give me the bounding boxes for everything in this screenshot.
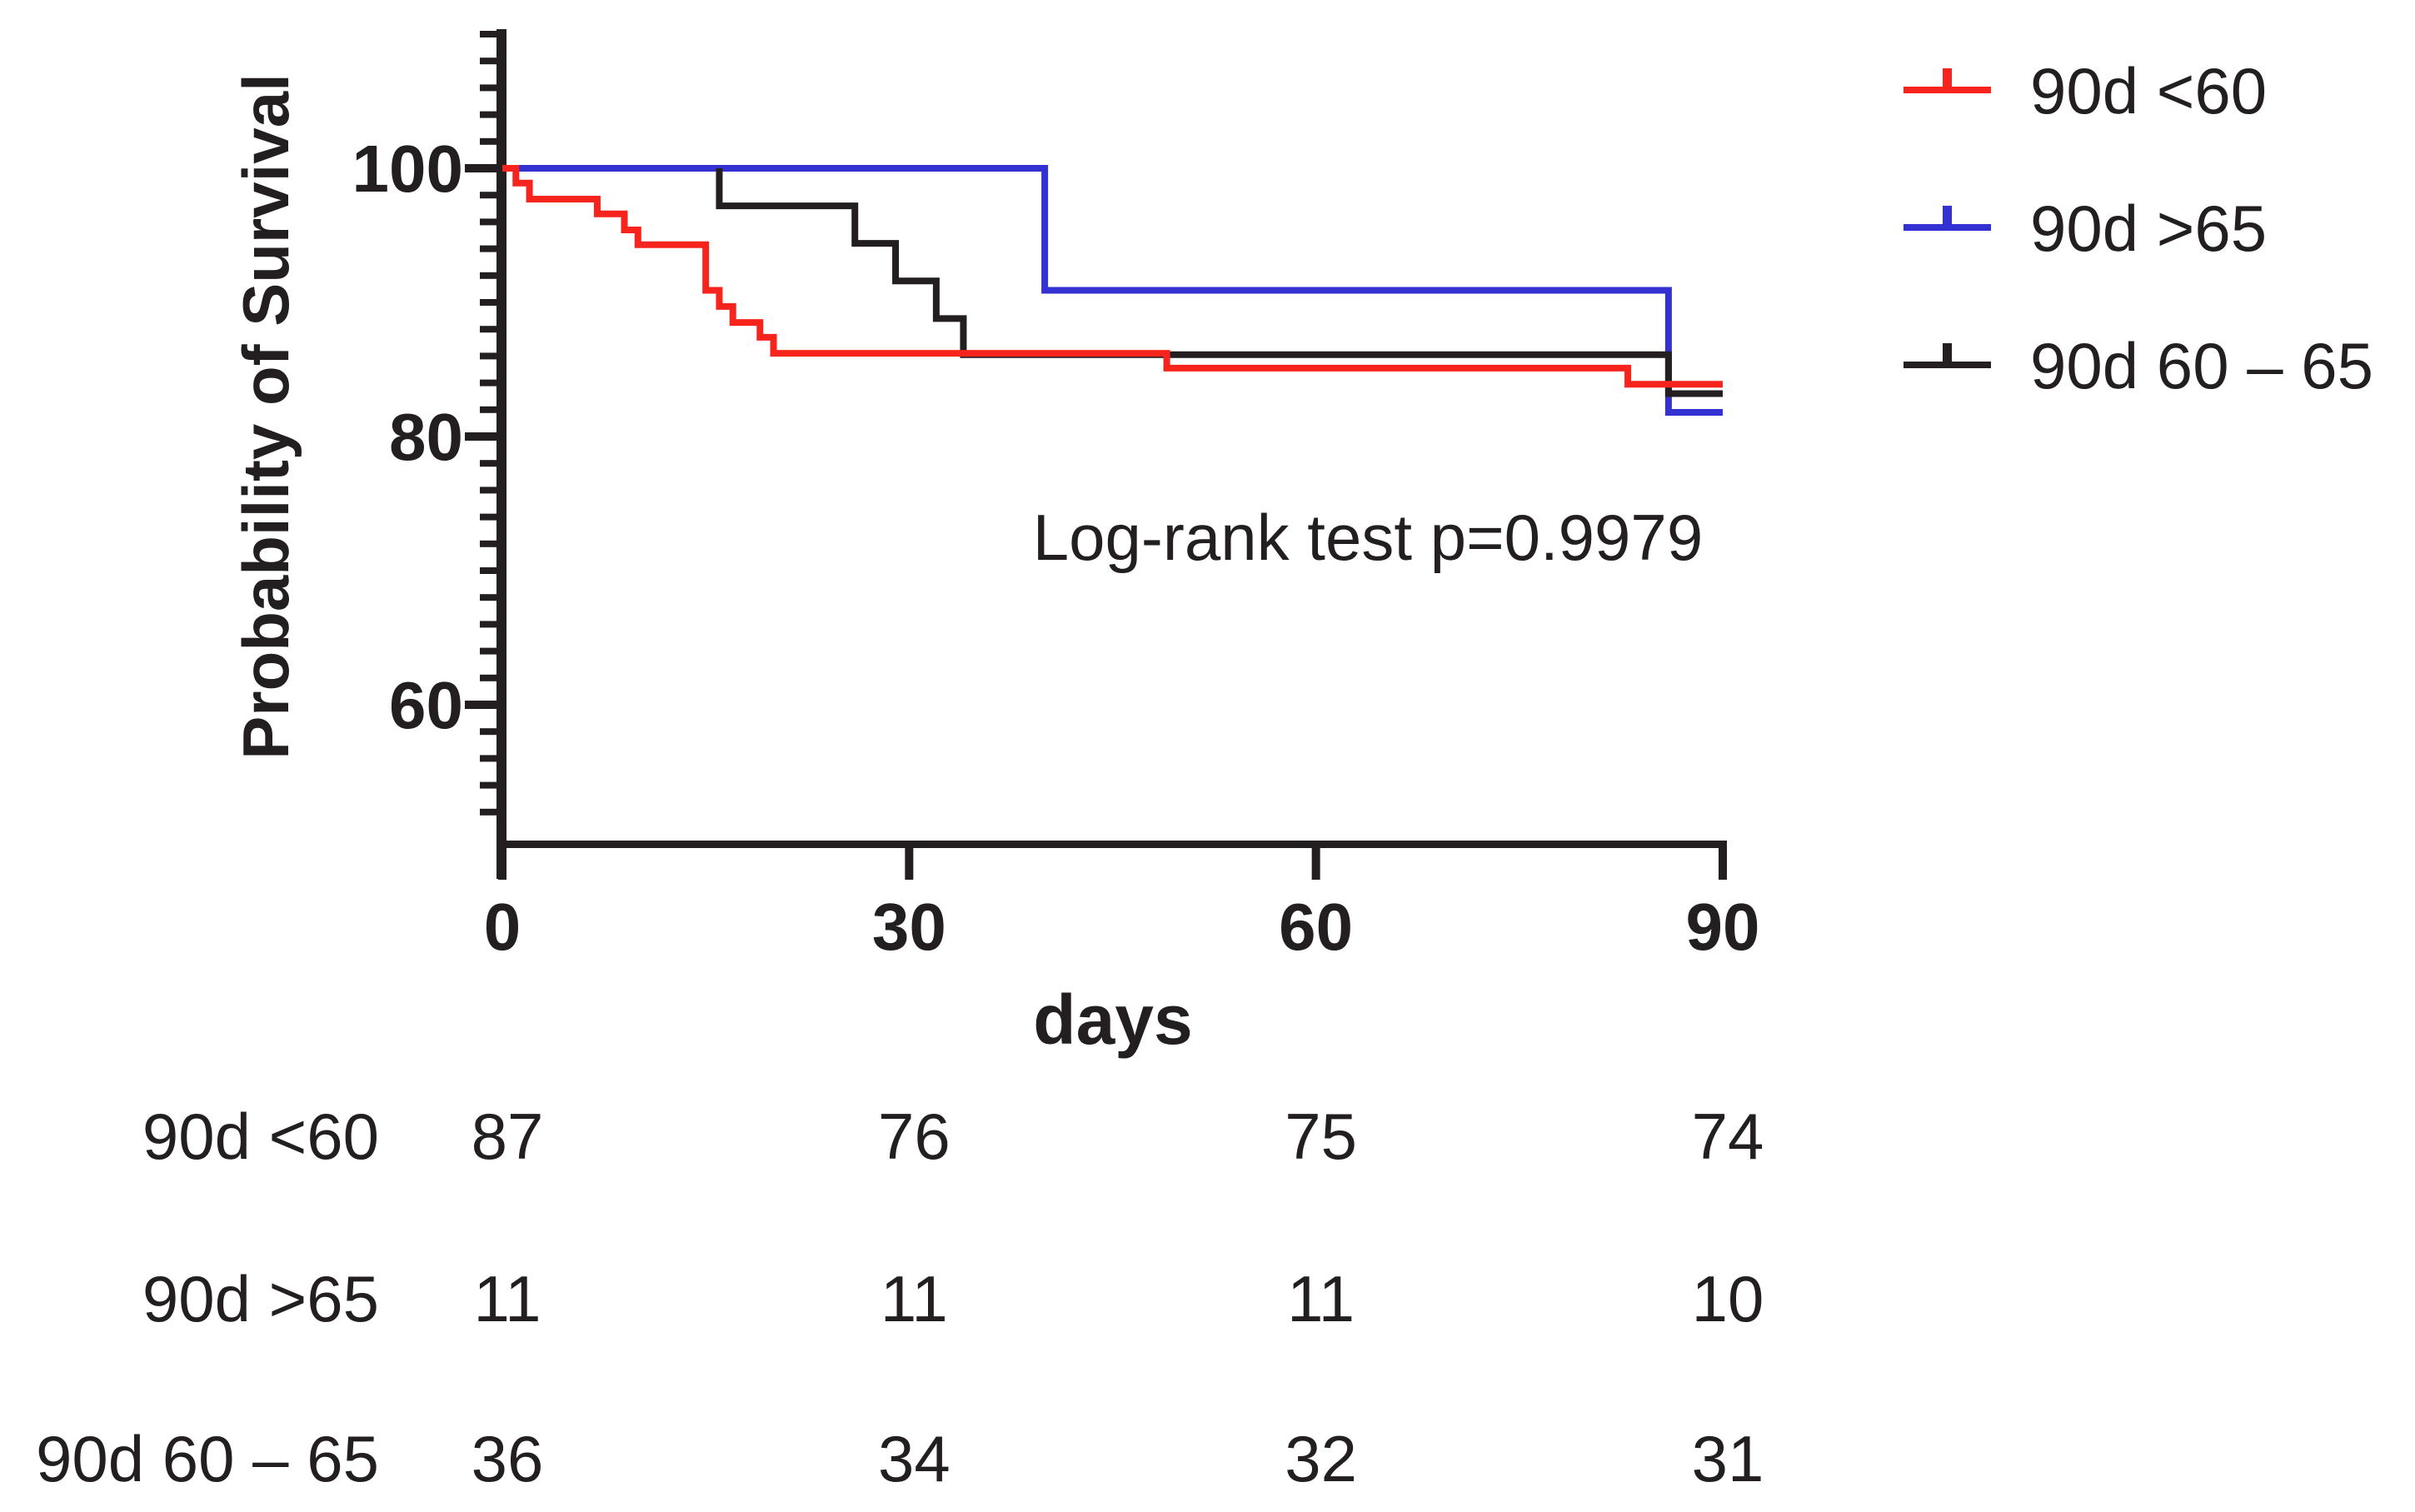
x-tick-label-0: 0 <box>484 890 521 964</box>
y-minor-tick-68 <box>480 594 496 601</box>
x-tick-label-60: 60 <box>1279 890 1353 964</box>
y-minor-tick-76 <box>480 487 496 494</box>
legend-item-1: 90d <60 <box>1904 54 2267 127</box>
x-tick-label-30: 30 <box>872 890 946 964</box>
y-minor-tick-78 <box>480 460 496 467</box>
y-minor-tick-64 <box>480 647 496 655</box>
y-minor-tick-90 <box>480 299 496 306</box>
risk-value-r1-t60: 75 <box>1285 1100 1357 1173</box>
y-minor-tick-102 <box>480 137 496 145</box>
legend-label-1: 90d <60 <box>2030 54 2267 127</box>
risk-value-r3-t30: 34 <box>878 1422 951 1495</box>
risk-table-row-2: 90d >65 11 11 11 10 <box>142 1262 1764 1335</box>
risk-table-row-3: 90d 60 – 65 36 34 32 31 <box>36 1422 1764 1495</box>
y-minor-tick-72 <box>480 540 496 547</box>
y-axis-minor-ticks <box>480 31 496 816</box>
logrank-annotation: Log-rank test p=0.9979 <box>1033 501 1703 574</box>
y-minor-tick-94 <box>480 245 496 252</box>
survival-curves <box>502 165 1723 417</box>
legend-item-2: 90d >65 <box>1904 192 2267 265</box>
risk-table-row-1: 90d <60 87 76 75 74 <box>142 1100 1764 1173</box>
y-minor-tick-88 <box>480 326 496 333</box>
x-axis-line <box>496 841 1727 848</box>
y-tick-label-100: 100 <box>352 132 463 206</box>
risk-value-r2-t30: 11 <box>881 1262 948 1335</box>
y-minor-tick-106 <box>480 84 496 92</box>
legend-item-3: 90d 60 – 65 <box>1904 329 2373 402</box>
x-tick-60 <box>1311 844 1320 880</box>
risk-row-label-1: 90d <60 <box>142 1100 379 1173</box>
legend-label-3: 90d 60 – 65 <box>2030 329 2373 402</box>
y-minor-tick-74 <box>480 513 496 521</box>
x-tick-label-90: 90 <box>1686 890 1760 964</box>
legend-marker-censor-tick-3 <box>1943 343 1952 367</box>
y-axis-title: Probability of Survival <box>229 73 302 760</box>
legend-marker-censor-tick-1 <box>1943 68 1952 92</box>
risk-value-r3-t0: 36 <box>472 1422 544 1495</box>
y-major-tick-60 <box>465 701 496 709</box>
x-axis-ticks <box>498 844 1727 880</box>
survival-curve-1 <box>502 165 1723 388</box>
y-minor-tick-92 <box>480 272 496 279</box>
risk-value-r1-t30: 76 <box>878 1100 951 1173</box>
y-minor-tick-66 <box>480 621 496 628</box>
x-tick-90 <box>1719 844 1727 880</box>
y-minor-tick-84 <box>480 379 496 387</box>
risk-value-r2-t60: 11 <box>1287 1262 1355 1335</box>
y-minor-tick-54 <box>480 781 496 789</box>
y-minor-tick-62 <box>480 674 496 681</box>
y-minor-tick-96 <box>480 218 496 226</box>
risk-row-label-2: 90d >65 <box>142 1262 379 1335</box>
risk-value-r3-t90: 31 <box>1692 1422 1764 1495</box>
y-minor-tick-52 <box>480 808 496 816</box>
legend: 90d <60 90d >65 90d 60 – 65 <box>1904 54 2373 402</box>
y-axis-major-ticks <box>465 164 496 709</box>
y-tick-label-80: 80 <box>389 400 463 474</box>
y-minor-tick-108 <box>480 57 496 65</box>
x-axis-title: days <box>1033 981 1192 1059</box>
y-axis-line <box>496 29 506 879</box>
y-major-tick-100 <box>465 164 496 172</box>
y-minor-tick-82 <box>480 406 496 413</box>
risk-value-r2-t0: 11 <box>474 1262 541 1335</box>
y-minor-tick-58 <box>480 728 496 736</box>
y-minor-tick-104 <box>480 111 496 118</box>
x-axis-tick-labels: 0 30 60 90 <box>484 890 1760 964</box>
risk-value-r1-t0: 87 <box>472 1100 544 1173</box>
x-tick-30 <box>905 844 914 880</box>
survival-curve-2 <box>502 165 1723 417</box>
y-major-tick-80 <box>465 432 496 441</box>
risk-value-r2-t90: 10 <box>1692 1262 1764 1335</box>
y-tick-label-60: 60 <box>389 668 463 742</box>
y-minor-tick-56 <box>480 755 496 762</box>
survival-curve-3 <box>716 168 1723 397</box>
legend-marker-censor-tick-2 <box>1943 206 1952 229</box>
y-minor-tick-86 <box>480 352 496 360</box>
risk-value-r3-t60: 32 <box>1285 1422 1357 1495</box>
legend-label-2: 90d >65 <box>2030 192 2267 265</box>
y-minor-tick-70 <box>480 567 496 574</box>
numbers-at-risk-table: 90d <60 87 76 75 74 90d >65 11 11 11 10 90d 60 – 6… <box>36 1100 1764 1495</box>
y-minor-tick-110 <box>480 31 496 37</box>
y-axis-tick-labels: 60 80 100 <box>352 132 463 742</box>
y-minor-tick-98 <box>480 192 496 199</box>
risk-row-label-3: 90d 60 – 65 <box>36 1422 379 1495</box>
risk-value-r1-t90: 74 <box>1692 1100 1764 1173</box>
